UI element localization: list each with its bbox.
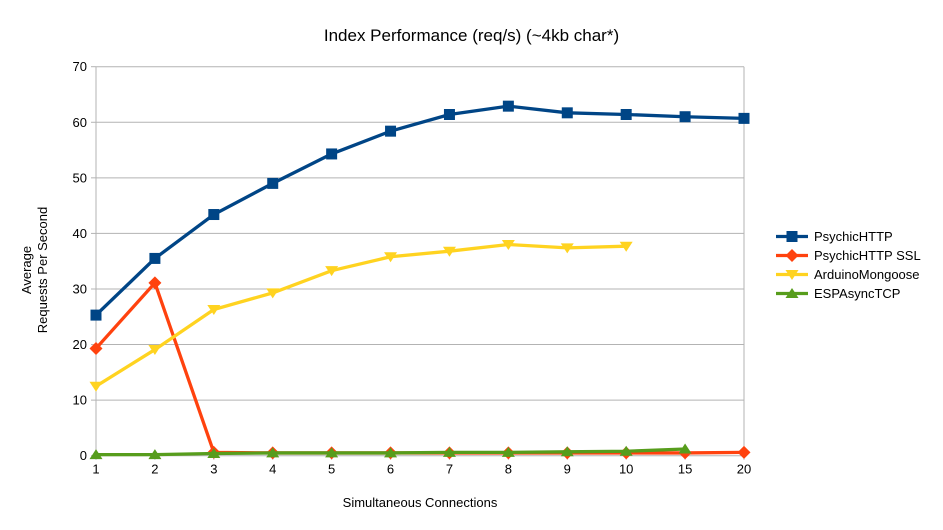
y-axis-title-line1: Average	[19, 245, 34, 295]
x-tick-label: 7	[446, 462, 453, 477]
data-point-psychichttp	[561, 107, 573, 119]
y-axis-title: Average Requests Per Second	[19, 120, 53, 420]
data-point-arduinomongoose	[384, 252, 398, 263]
x-axis-title: Simultaneous Connections	[342, 495, 498, 510]
data-point-psychichttp-ssl	[737, 445, 751, 459]
y-tick-label: 20	[73, 337, 87, 352]
data-point-psychichttp	[679, 111, 691, 123]
series-line-psychichttp	[94, 104, 745, 317]
legend-item-espasynctcp: ESPAsyncTCP	[776, 284, 921, 303]
data-point-psychichttp	[620, 108, 632, 120]
data-point-arduinomongoose	[442, 246, 456, 257]
data-point-arduinomongoose	[89, 381, 103, 392]
data-point-arduinomongoose	[325, 266, 339, 277]
x-tick-label: 4	[269, 462, 276, 477]
legend-item-psychichttp-ssl: PsychicHTTP SSL	[776, 246, 921, 265]
series-line-psychichttp-ssl	[94, 279, 745, 455]
data-point-psychichttp	[738, 112, 750, 124]
y-tick-label: 10	[73, 393, 87, 408]
x-tick-label: 3	[210, 462, 217, 477]
legend-item-label: ESPAsyncTCP	[814, 286, 901, 301]
legend-marker-icon	[776, 270, 808, 280]
y-tick-label: 30	[73, 281, 87, 296]
data-point-espasynctcp	[266, 447, 280, 458]
y-axis-title-line2: Requests Per Second	[35, 206, 50, 334]
data-point-psychichttp	[326, 148, 338, 160]
data-point-arduinomongoose	[266, 288, 280, 299]
data-point-psychichttp	[208, 209, 220, 221]
data-point-psychichttp	[502, 100, 514, 112]
legend: PsychicHTTP PsychicHTTP SSL ArduinoMongoos…	[776, 227, 921, 303]
data-point-espasynctcp	[560, 446, 574, 457]
x-tick-label: 2	[151, 462, 158, 477]
data-point-psychichttp	[267, 177, 279, 189]
data-point-arduinomongoose	[501, 240, 515, 251]
data-point-arduinomongoose	[560, 243, 574, 254]
y-tick-label: 70	[73, 59, 87, 74]
data-point-espasynctcp	[148, 449, 162, 460]
data-point-arduinomongoose	[619, 241, 633, 252]
x-tick-label: 1	[92, 462, 99, 477]
x-tick-label: 20	[737, 462, 751, 477]
data-point-psychichttp	[443, 108, 455, 120]
data-point-espasynctcp	[89, 449, 103, 460]
data-point-espasynctcp	[501, 446, 515, 457]
data-point-espasynctcp	[678, 443, 692, 454]
x-tick-label: 10	[619, 462, 633, 477]
x-tick-label: 9	[564, 462, 571, 477]
legend-item-label: PsychicHTTP	[814, 229, 893, 244]
data-point-psychichttp-ssl	[89, 341, 103, 355]
data-point-espasynctcp	[384, 447, 398, 458]
data-point-psychichttp	[90, 309, 102, 321]
data-point-espasynctcp	[325, 447, 339, 458]
data-point-espasynctcp	[207, 447, 221, 458]
x-tick-label: 8	[505, 462, 512, 477]
chart-title: Index Performance (req/s) (~4kb char*)	[323, 26, 620, 45]
data-point-espasynctcp	[442, 446, 456, 457]
legend-item-psychichttp: PsychicHTTP	[776, 227, 921, 246]
data-point-arduinomongoose	[148, 345, 162, 356]
x-tick-label: 5	[328, 462, 335, 477]
legend-marker-icon	[776, 249, 808, 262]
data-point-espasynctcp	[619, 445, 633, 456]
data-point-psychichttp	[385, 125, 397, 137]
y-tick-label: 50	[73, 170, 87, 185]
data-point-arduinomongoose	[207, 305, 221, 316]
legend-item-label: ArduinoMongoose	[814, 267, 920, 282]
legend-item-label: PsychicHTTP SSL	[814, 248, 921, 263]
series-line-arduinomongoose	[95, 242, 627, 388]
x-tick-label: 15	[678, 462, 692, 477]
x-tick-label: 6	[387, 462, 394, 477]
legend-item-arduinomongoose: ArduinoMongoose	[776, 265, 921, 284]
data-point-psychichttp	[149, 252, 161, 264]
data-point-psychichttp-ssl	[148, 276, 162, 290]
y-tick-label: 60	[73, 115, 87, 130]
y-tick-label: 0	[80, 448, 87, 463]
legend-marker-icon	[776, 231, 808, 242]
y-tick-label: 40	[73, 226, 87, 241]
legend-marker-icon	[776, 288, 808, 298]
